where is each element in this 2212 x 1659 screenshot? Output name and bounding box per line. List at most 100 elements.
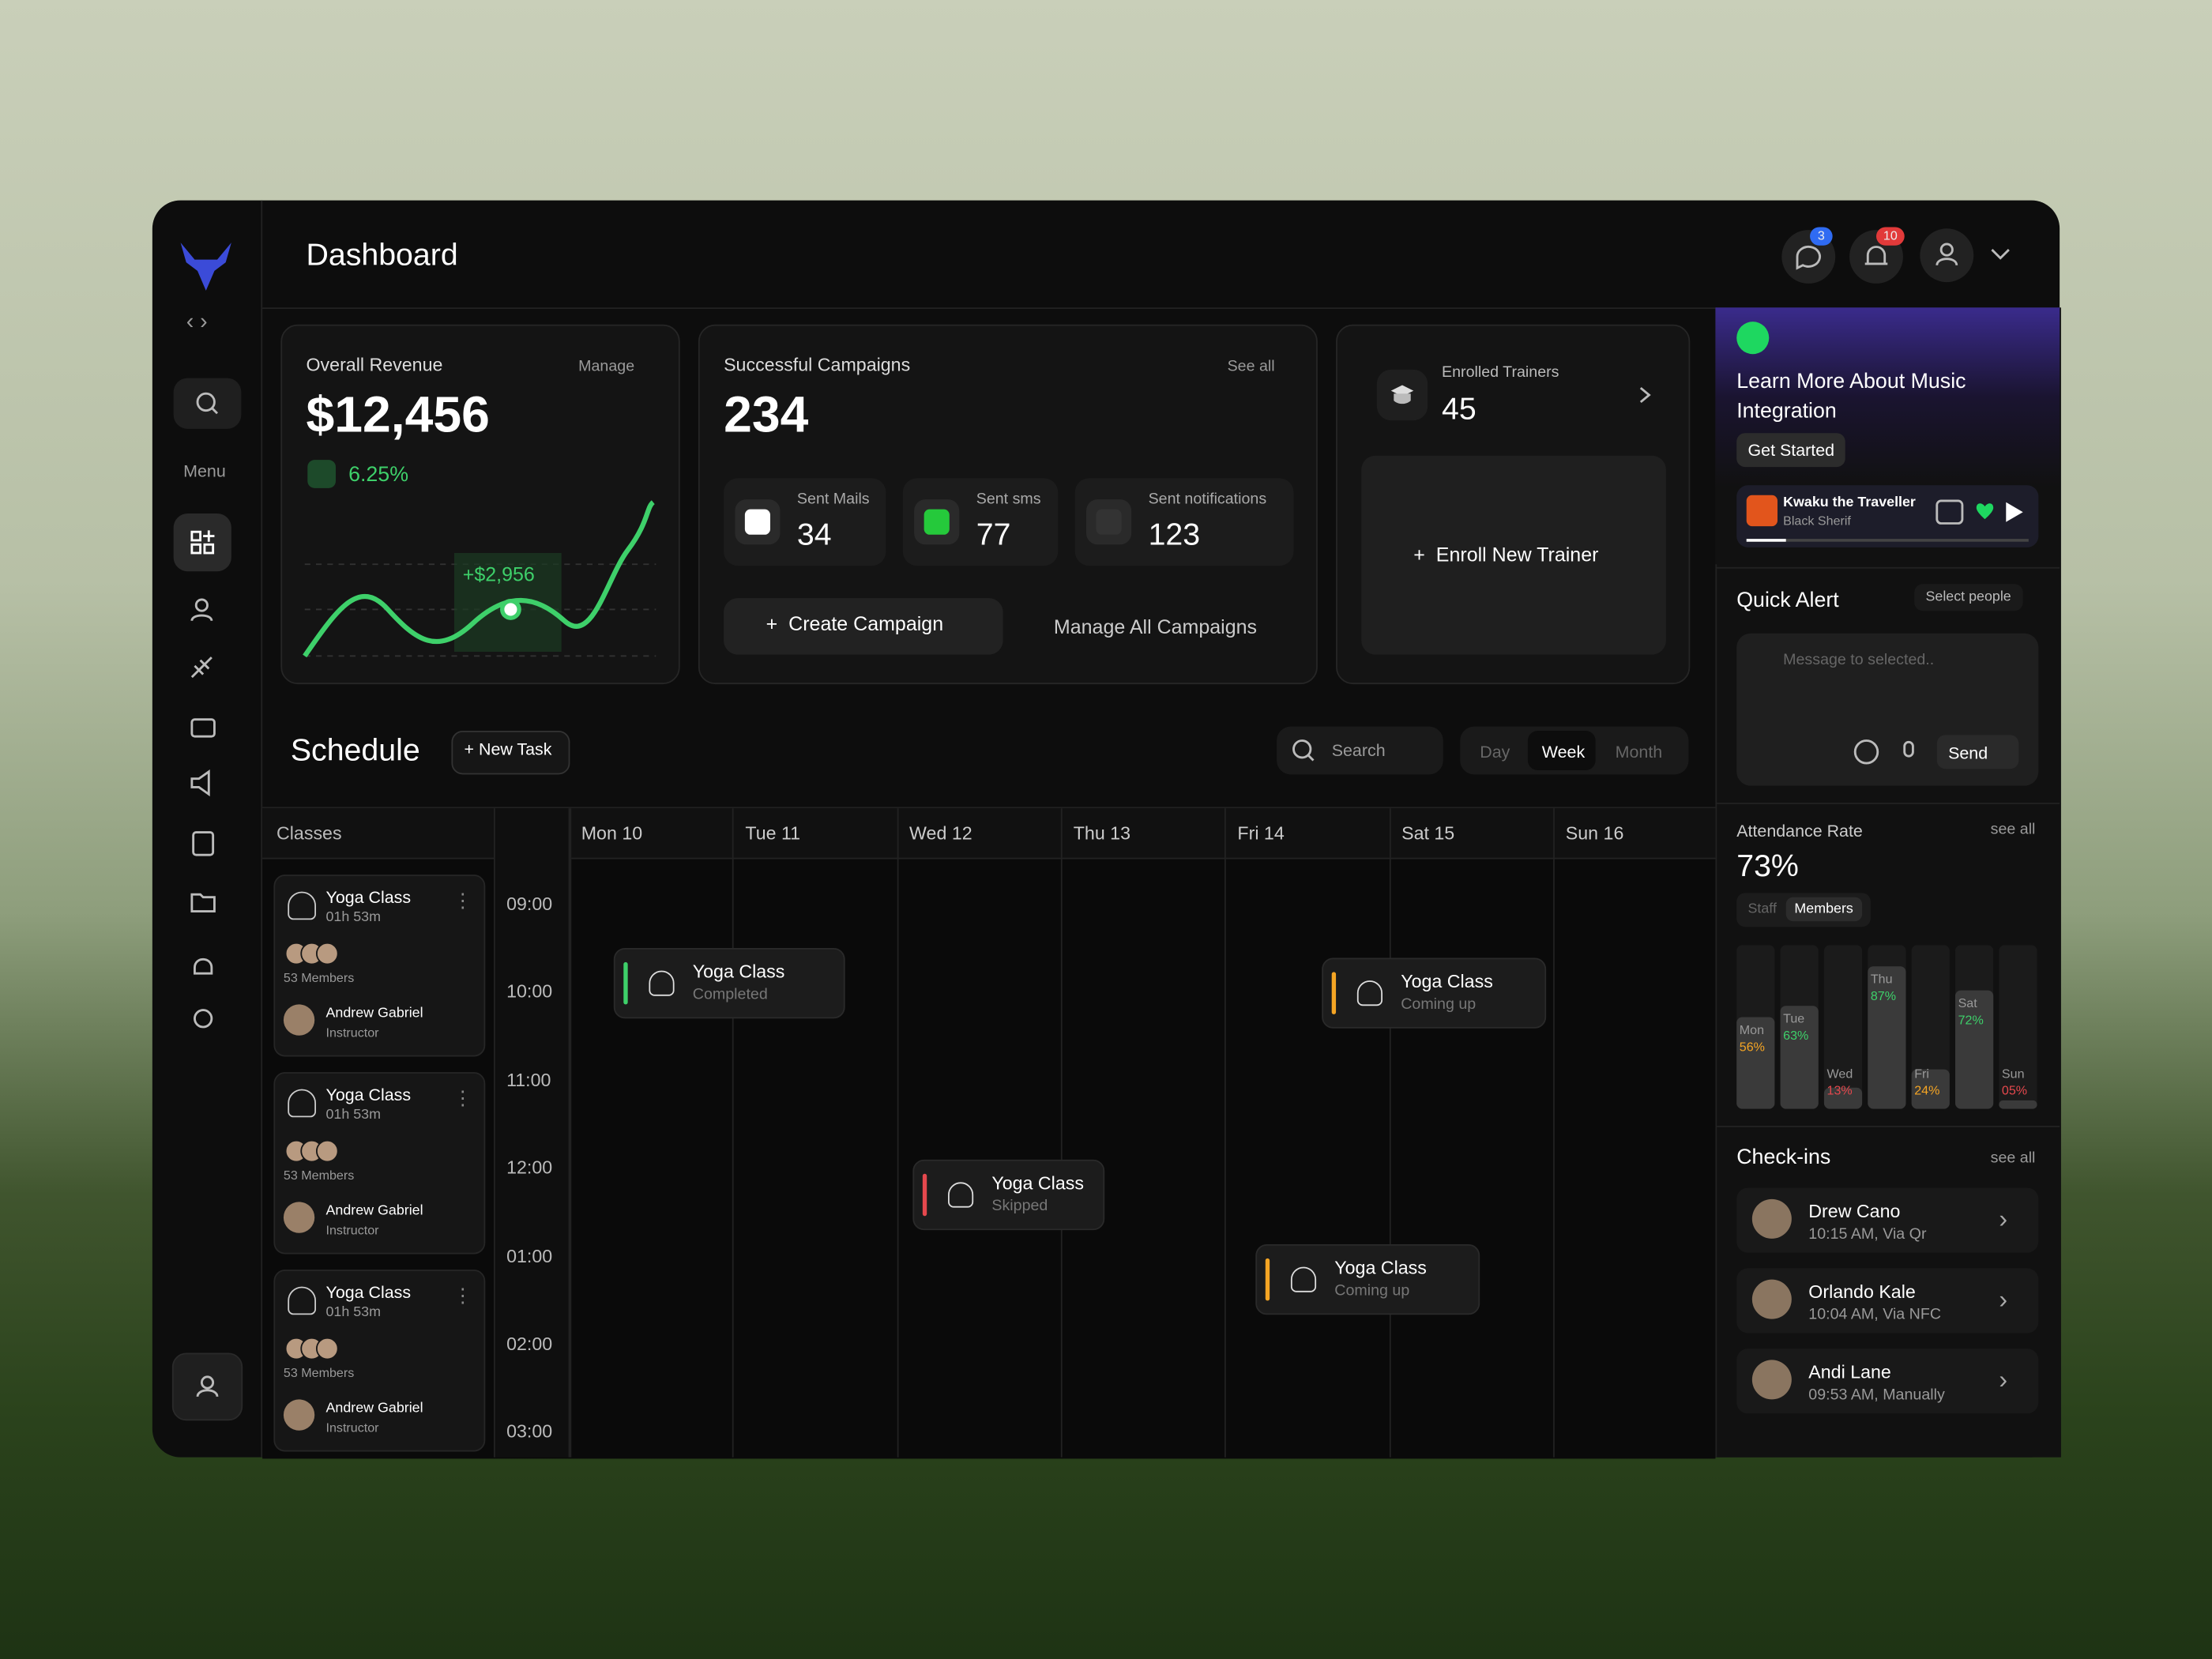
day-header: Tue 11 — [745, 822, 801, 844]
nav-icons[interactable] — [183, 592, 223, 1044]
event-card[interactable] — [1255, 1243, 1480, 1315]
attendance-bar — [1780, 1006, 1819, 1109]
send-button[interactable] — [1936, 735, 2019, 769]
account-button[interactable] — [1920, 228, 1974, 283]
menu-label: Menu — [183, 461, 226, 481]
new-task-label[interactable]: + New Task — [464, 739, 552, 759]
checkins-title: Check-ins — [1736, 1145, 1831, 1170]
stat-glyph — [744, 509, 770, 535]
nav-dashboard[interactable] — [173, 513, 231, 572]
profile-button[interactable] — [171, 1352, 243, 1421]
send-label[interactable]: Send — [1948, 743, 1988, 764]
view-month[interactable]: Month — [1615, 742, 1663, 762]
attendance-day: Thu — [1870, 972, 1893, 987]
attendance-bar — [1823, 1087, 1863, 1109]
campaigns-title: Successful Campaigns — [724, 354, 911, 375]
event-card[interactable] — [1322, 957, 1547, 1029]
instructor-role: Instructor — [325, 1420, 379, 1435]
day-header: Fri 14 — [1237, 822, 1285, 844]
checkin-chevron: › — [1999, 1204, 2008, 1233]
checkin-detail: 09:53 AM, Manually — [1808, 1386, 1945, 1404]
select-people[interactable]: Select people — [1914, 584, 2023, 611]
search-placeholder[interactable]: Search — [1331, 740, 1386, 761]
instructor-avatar — [283, 1004, 315, 1036]
class-members: 53 Members — [283, 970, 355, 985]
day-column — [896, 808, 1062, 1458]
quick-alert-title: Quick Alert — [1736, 588, 1839, 612]
class-menu[interactable]: ⋮ — [453, 1085, 473, 1109]
enroll-trainer-text[interactable]: Enroll New Trainer — [1435, 543, 1599, 566]
event-icon — [1356, 980, 1382, 1006]
progress-fill — [1746, 539, 1786, 542]
members-tab[interactable]: Members — [1785, 897, 1862, 922]
manage-campaigns-link[interactable]: Manage All Campaigns — [1053, 615, 1258, 638]
view-day[interactable]: Day — [1480, 742, 1510, 762]
day-header: Wed 12 — [909, 822, 972, 844]
event-title: Yoga Class — [1401, 970, 1493, 992]
checkin-avatar — [1751, 1198, 1792, 1239]
staff-tab[interactable]: Staff — [1747, 901, 1777, 917]
trainers-value: 45 — [1441, 390, 1477, 427]
instructor-role: Instructor — [325, 1025, 379, 1040]
campaigns-link[interactable]: See all — [1227, 358, 1275, 375]
attendance-link[interactable]: see all — [1990, 821, 2036, 838]
create-campaign-text[interactable]: Create Campaign — [788, 611, 944, 635]
attendance-percent: 13% — [1826, 1083, 1853, 1098]
checkin-name: Drew Cano — [1808, 1200, 1901, 1222]
enroll-trainer-button[interactable] — [1361, 455, 1666, 655]
time-label: 10:00 — [506, 980, 553, 1003]
attendance-title: Attendance Rate — [1736, 821, 1863, 841]
create-campaign-label[interactable]: + Create Campaign — [766, 611, 944, 635]
revenue-value: $12,456 — [306, 385, 490, 443]
day-header: Sun 16 — [1565, 822, 1624, 844]
time-label: 03:00 — [506, 1420, 553, 1443]
time-label: 02:00 — [506, 1333, 553, 1355]
stat-value: 34 — [796, 516, 832, 552]
trainers-chevron[interactable] — [1636, 385, 1653, 404]
create-campaign-button[interactable] — [724, 598, 1003, 655]
account-menu-chevron[interactable] — [1989, 246, 2012, 262]
event-icon — [947, 1182, 974, 1208]
class-menu[interactable]: ⋮ — [453, 1283, 473, 1307]
attendance-bar — [1999, 1100, 2037, 1109]
event-title: Yoga Class — [1334, 1257, 1427, 1278]
get-started-button[interactable]: Get Started — [1736, 433, 1846, 468]
event-title: Yoga Class — [991, 1172, 1084, 1194]
revenue-tooltip: +$2,956 — [462, 562, 535, 586]
progress-track — [1746, 539, 2029, 542]
search-button[interactable] — [173, 378, 242, 429]
class-duration: 01h 53m — [325, 1304, 382, 1321]
revenue-link[interactable]: Manage — [578, 358, 635, 375]
message-tools[interactable] — [1851, 736, 1930, 767]
stat-label: Sent sms — [976, 491, 1041, 508]
player — [1736, 485, 2039, 547]
event-status-bar — [1331, 972, 1337, 1014]
attendance-bar — [1954, 991, 1994, 1109]
checkin-name: Andi Lane — [1808, 1361, 1891, 1382]
instructor-name: Andrew Gabriel — [325, 1006, 423, 1021]
day-column — [1060, 808, 1226, 1458]
attendance-day: Sun — [2001, 1066, 2025, 1081]
event-status: Coming up — [1334, 1282, 1410, 1300]
class-icon — [288, 891, 316, 920]
enroll-trainer-label[interactable]: + Enroll New Trainer — [1413, 543, 1599, 566]
new-task-text[interactable]: New Task — [478, 739, 552, 759]
class-duration: 01h 53m — [325, 909, 382, 926]
notifications-badge: 10 — [1875, 227, 1905, 246]
player-controls[interactable] — [1936, 498, 2029, 526]
search-field[interactable] — [1277, 726, 1443, 775]
view-week[interactable]: Week — [1541, 742, 1586, 762]
collapse-arrows[interactable]: ‹ › — [186, 310, 208, 335]
attendance-day: Mon — [1739, 1022, 1765, 1037]
message-placeholder[interactable]: Message to selected.. — [1783, 651, 1935, 669]
instructor-role: Instructor — [325, 1223, 379, 1238]
new-task-button[interactable] — [451, 730, 570, 775]
spotify-logo — [1736, 322, 1770, 355]
time-label: 09:00 — [506, 893, 553, 915]
view-active — [1527, 730, 1596, 770]
checkins-link[interactable]: see all — [1990, 1149, 2036, 1167]
logo — [180, 243, 231, 291]
event-card[interactable] — [912, 1159, 1105, 1231]
class-menu[interactable]: ⋮ — [453, 888, 473, 912]
